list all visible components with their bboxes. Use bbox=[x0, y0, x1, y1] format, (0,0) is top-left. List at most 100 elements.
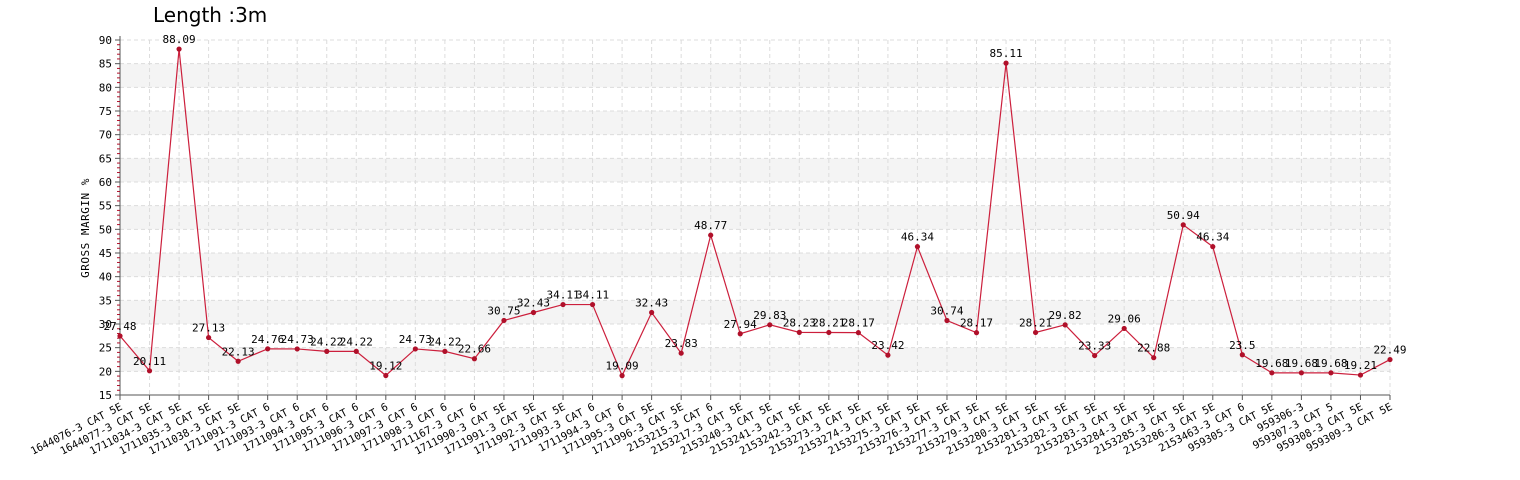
y-tick-label: 75 bbox=[99, 105, 112, 118]
data-point bbox=[176, 46, 182, 52]
data-label: 24.22 bbox=[310, 335, 343, 348]
data-label: 48.77 bbox=[694, 219, 727, 232]
data-point bbox=[678, 350, 684, 356]
y-axis-label: GROSS MARGIN % bbox=[79, 178, 92, 278]
data-label: 28.23 bbox=[783, 316, 816, 329]
y-tick-label: 80 bbox=[99, 81, 112, 94]
data-label: 88.09 bbox=[163, 33, 196, 46]
data-label: 29.06 bbox=[1108, 312, 1141, 325]
data-labels: 27.4820.1188.0927.1322.1324.7624.7324.22… bbox=[103, 33, 1406, 373]
data-label: 22.88 bbox=[1137, 342, 1170, 355]
data-label: 24.22 bbox=[428, 335, 461, 348]
y-tick-label: 45 bbox=[99, 247, 112, 260]
y-tick-label: 65 bbox=[99, 152, 112, 165]
y-tick-label: 50 bbox=[99, 223, 112, 236]
data-point bbox=[117, 333, 123, 339]
data-point bbox=[1269, 370, 1275, 376]
data-label: 22.13 bbox=[222, 345, 255, 358]
data-point bbox=[471, 356, 478, 362]
plot-band bbox=[120, 205, 1390, 230]
data-point bbox=[767, 322, 773, 328]
data-label: 30.75 bbox=[487, 304, 520, 317]
data-label: 23.83 bbox=[665, 337, 698, 350]
data-point bbox=[1062, 322, 1068, 328]
y-tick-label: 25 bbox=[99, 342, 112, 355]
data-label: 46.34 bbox=[901, 231, 934, 244]
data-label: 24.73 bbox=[399, 333, 432, 346]
data-label: 29.82 bbox=[1049, 309, 1082, 322]
data-point bbox=[914, 244, 921, 250]
y-tick-label: 70 bbox=[99, 129, 112, 142]
data-point bbox=[235, 358, 241, 364]
data-label: 19.09 bbox=[606, 360, 639, 373]
data-label: 19.68 bbox=[1314, 357, 1347, 370]
data-point bbox=[1387, 356, 1393, 363]
data-label: 23.33 bbox=[1078, 340, 1111, 353]
data-point bbox=[1003, 60, 1009, 66]
data-point bbox=[530, 309, 537, 316]
data-point bbox=[944, 317, 950, 324]
plot-band bbox=[120, 111, 1390, 135]
data-point bbox=[501, 317, 507, 324]
data-point bbox=[855, 330, 861, 336]
data-point bbox=[796, 329, 802, 335]
data-label: 22.66 bbox=[458, 343, 491, 356]
data-label: 85.11 bbox=[989, 47, 1022, 60]
data-label: 30.74 bbox=[930, 304, 963, 317]
data-label: 46.34 bbox=[1196, 231, 1229, 244]
y-tick-label: 85 bbox=[99, 58, 112, 71]
y-tick-label: 55 bbox=[99, 200, 112, 213]
data-label: 34.11 bbox=[576, 289, 609, 302]
data-point bbox=[1210, 244, 1216, 250]
plot-band bbox=[120, 63, 1390, 88]
data-label: 34.11 bbox=[546, 289, 579, 302]
data-point bbox=[649, 309, 655, 316]
data-point bbox=[265, 346, 271, 352]
data-label: 27.13 bbox=[192, 322, 225, 335]
plot-band bbox=[120, 300, 1390, 324]
data-point bbox=[294, 346, 300, 352]
data-point bbox=[1121, 325, 1127, 332]
data-point bbox=[1357, 372, 1364, 378]
y-tick-label: 15 bbox=[99, 389, 112, 402]
data-label: 28.21 bbox=[1019, 316, 1052, 329]
data-label: 29.83 bbox=[753, 309, 786, 322]
plot-bands bbox=[120, 63, 1390, 372]
y-tick-label: 40 bbox=[99, 271, 112, 284]
data-label: 19.68 bbox=[1255, 357, 1288, 370]
data-points bbox=[117, 46, 1393, 379]
series-line bbox=[119, 48, 1391, 378]
data-label: 32.43 bbox=[635, 296, 668, 309]
data-point bbox=[1032, 329, 1039, 336]
data-point bbox=[619, 373, 625, 379]
data-point bbox=[146, 368, 153, 374]
data-point bbox=[353, 348, 359, 354]
data-point bbox=[1092, 352, 1098, 359]
data-label: 19.68 bbox=[1285, 357, 1318, 370]
data-point bbox=[1328, 370, 1334, 376]
data-point bbox=[383, 372, 389, 379]
data-label: 28.21 bbox=[812, 316, 845, 329]
data-point bbox=[826, 329, 832, 336]
data-point bbox=[206, 334, 212, 341]
data-label: 27.48 bbox=[103, 320, 136, 333]
data-label: 24.76 bbox=[251, 333, 284, 346]
data-point bbox=[737, 331, 743, 337]
plot-band bbox=[120, 347, 1390, 372]
data-point bbox=[1239, 352, 1245, 358]
data-point bbox=[442, 348, 448, 354]
data-label: 19.21 bbox=[1344, 359, 1377, 372]
data-point bbox=[589, 301, 596, 308]
data-point bbox=[1180, 222, 1186, 228]
data-label: 28.17 bbox=[960, 317, 993, 330]
data-point bbox=[708, 232, 714, 238]
series-polyline bbox=[119, 48, 1391, 378]
data-point bbox=[412, 346, 418, 352]
data-point bbox=[324, 348, 330, 354]
data-label: 22.49 bbox=[1373, 344, 1406, 357]
plot-band bbox=[120, 253, 1390, 277]
y-tick-label: 30 bbox=[99, 318, 112, 331]
data-point bbox=[1151, 355, 1157, 361]
data-point bbox=[885, 352, 891, 358]
